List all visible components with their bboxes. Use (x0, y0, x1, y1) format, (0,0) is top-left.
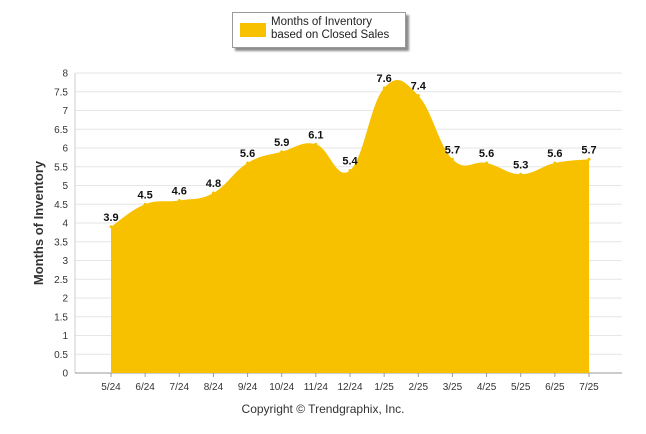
legend-swatch (240, 23, 266, 37)
y-tick-label: 1 (62, 331, 68, 342)
data-point (348, 169, 352, 172)
data-point (314, 142, 318, 146)
data-point (485, 161, 489, 165)
x-tick-label: 3/25 (443, 382, 463, 393)
y-tick-label: 5.5 (54, 162, 68, 173)
x-tick-label: 8/24 (204, 382, 224, 393)
y-tick-label: 1.5 (54, 312, 68, 323)
x-tick-label: 11/24 (304, 382, 329, 393)
data-label: 5.9 (274, 137, 289, 149)
data-point (143, 202, 147, 206)
data-point (553, 161, 557, 165)
y-tick-label: 5 (62, 181, 68, 192)
x-tick-label: 5/24 (101, 382, 121, 393)
data-label: 5.7 (445, 144, 460, 156)
data-point (382, 86, 386, 90)
data-point (519, 172, 523, 176)
y-tick-label: 6 (62, 144, 68, 155)
y-tick-label: 0 (62, 369, 68, 380)
data-point (246, 161, 250, 165)
series-area (111, 80, 589, 373)
x-tick-label: 9/24 (238, 382, 258, 393)
y-tick-label: 3.5 (54, 237, 68, 248)
y-tick-label: 7.5 (54, 87, 68, 98)
x-tick-label: 10/24 (269, 382, 294, 393)
data-label: 5.6 (479, 148, 494, 160)
y-tick-label: 4 (62, 219, 68, 230)
data-label: 6.1 (308, 129, 323, 141)
x-tick-label: 6/25 (545, 382, 565, 393)
x-tick-label: 12/24 (337, 382, 362, 393)
x-tick-label: 4/25 (477, 382, 497, 393)
x-tick-label: 1/25 (374, 382, 394, 393)
y-tick-label: 2 (62, 294, 68, 305)
data-label: 3.9 (103, 212, 118, 224)
data-label: 4.8 (206, 178, 221, 190)
data-label: 5.6 (240, 148, 255, 160)
data-label: 5.6 (547, 148, 562, 160)
data-label: 5.7 (581, 144, 596, 156)
data-point (211, 191, 215, 195)
data-point (450, 157, 454, 161)
y-tick-label: 2.5 (54, 275, 68, 286)
data-label: 5.4 (342, 156, 358, 168)
y-tick-label: 0.5 (54, 350, 68, 361)
y-tick-label: 8 (62, 69, 68, 80)
data-point (416, 94, 420, 97)
data-label: 4.5 (137, 189, 152, 201)
y-tick-label: 6.5 (54, 125, 68, 136)
data-label: 7.6 (376, 73, 391, 85)
x-tick-label: 2/25 (409, 382, 429, 393)
x-tick-label: 7/25 (579, 382, 599, 393)
data-label: 4.6 (172, 186, 187, 198)
x-tick-label: 7/24 (170, 382, 190, 393)
data-label: 7.4 (411, 81, 427, 93)
x-tick-label: 5/25 (511, 382, 531, 393)
data-point (109, 225, 113, 229)
y-axis-label: Months of Inventory (31, 160, 46, 285)
data-point (587, 157, 591, 161)
y-tick-label: 7 (62, 106, 68, 117)
data-label: 5.3 (513, 159, 528, 171)
data-point (280, 150, 284, 154)
chart-legend: Months of Inventory based on Closed Sale… (232, 12, 406, 48)
y-tick-label: 4.5 (54, 200, 68, 211)
data-point (177, 199, 181, 202)
legend-label: Months of Inventory based on Closed Sale… (271, 16, 390, 41)
y-tick-label: 3 (62, 256, 68, 267)
copyright-text: Copyright © Trendgraphix, Inc. (241, 402, 405, 416)
x-tick-label: 6/24 (135, 382, 155, 393)
